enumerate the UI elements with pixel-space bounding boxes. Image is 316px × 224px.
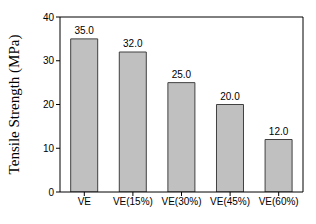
svg-text:VE(15%): VE(15%) [113,196,153,207]
svg-text:VE(30%): VE(30%) [161,196,201,207]
svg-text:25.0: 25.0 [172,69,192,80]
svg-text:Tensile Strength (MPa): Tensile Strength (MPa) [8,35,23,175]
svg-text:VE: VE [78,196,92,207]
svg-text:35.0: 35.0 [74,25,94,36]
svg-text:12.0: 12.0 [269,126,289,137]
svg-text:VE(60%): VE(60%) [259,196,299,207]
svg-text:30: 30 [43,55,55,66]
svg-text:40: 40 [43,12,55,23]
svg-text:10: 10 [43,143,55,154]
svg-text:0: 0 [48,187,54,198]
svg-text:32.0: 32.0 [123,38,143,49]
svg-text:20.0: 20.0 [220,91,240,102]
svg-text:20: 20 [43,99,55,110]
svg-text:VE(45%): VE(45%) [210,196,250,207]
